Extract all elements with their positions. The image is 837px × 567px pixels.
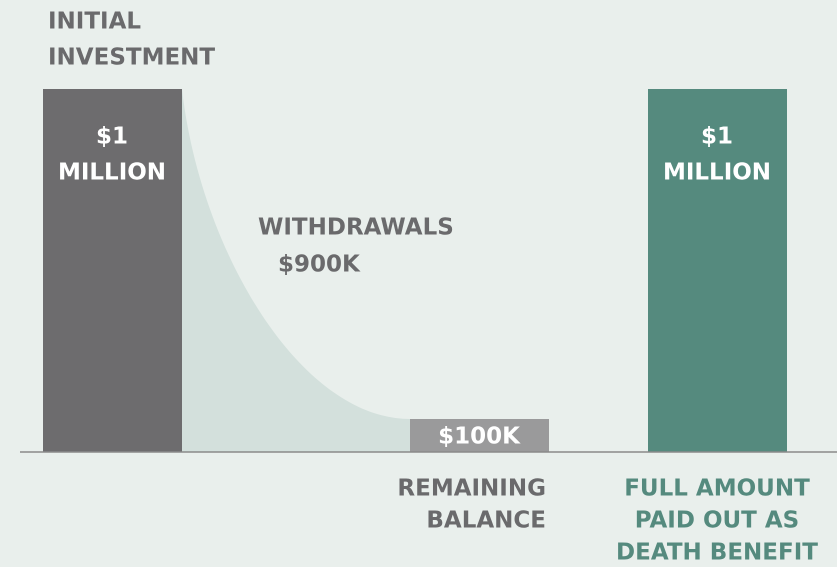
withdrawal-curve bbox=[182, 89, 410, 452]
label: INITIAL bbox=[48, 9, 141, 35]
label: WITHDRAWALS bbox=[258, 215, 454, 241]
label: INVESTMENT bbox=[48, 45, 215, 71]
bar-label: $1 bbox=[96, 124, 128, 150]
remaining-bar bbox=[410, 419, 549, 452]
initial-bar bbox=[43, 89, 182, 452]
bar-label: MILLION bbox=[663, 160, 771, 186]
label: $900K bbox=[278, 252, 361, 278]
bar-label: MILLION bbox=[58, 160, 166, 186]
caption: BALANCE bbox=[426, 508, 546, 534]
bar-label: $1 bbox=[701, 124, 733, 150]
caption: DEATH BENEFIT bbox=[616, 540, 818, 566]
caption: PAID OUT AS bbox=[635, 508, 800, 534]
caption: FULL AMOUNT bbox=[624, 476, 810, 502]
death-benefit-bar bbox=[648, 89, 787, 452]
caption: REMAINING bbox=[397, 476, 546, 502]
bar-label: $100K bbox=[438, 424, 521, 450]
